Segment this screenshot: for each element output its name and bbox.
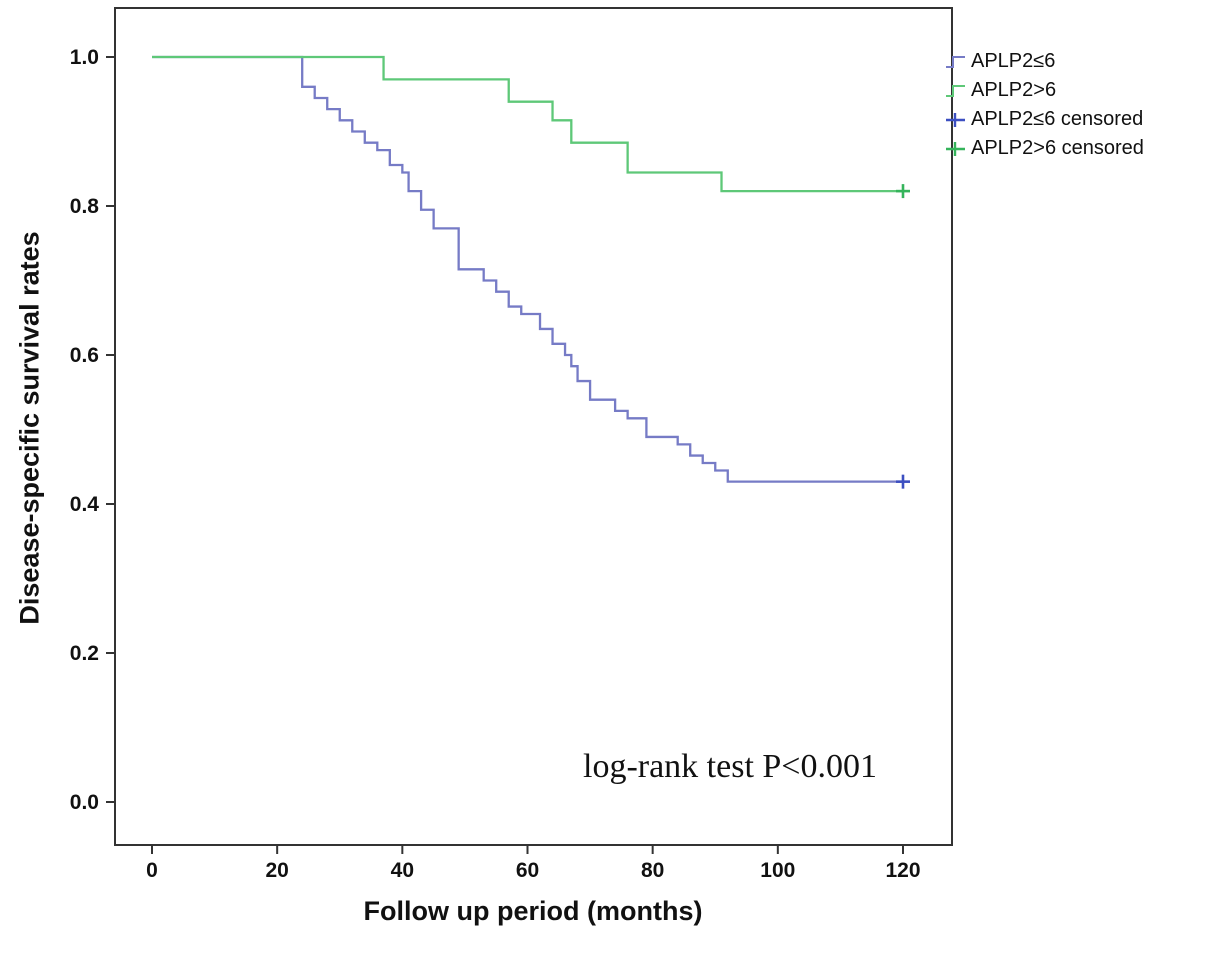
censored-plus-glyph [946, 112, 965, 127]
x-tick-label: 60 [516, 859, 539, 882]
step-line-glyph [946, 84, 965, 97]
x-tick-label: 40 [391, 859, 414, 882]
legend-item: APLP2≤6 censored [944, 105, 1144, 134]
plot-border [114, 7, 953, 846]
step-line-glyph [946, 55, 965, 68]
x-tick-label: 100 [760, 859, 795, 882]
x-tick-label: 80 [641, 859, 664, 882]
log-rank-annotation: log-rank test P<0.001 [583, 748, 877, 785]
y-tick-label: 0.2 [70, 642, 99, 665]
legend-item: APLP2≤6 [944, 47, 1144, 76]
y-axis-label: Disease-specific survival rates [14, 231, 45, 625]
survival-curve [152, 55, 903, 483]
survival-curve [152, 55, 903, 193]
legend: APLP2≤6 APLP2>6 APLP2≤6 censored APLP2>6… [944, 47, 1144, 163]
x-tick-label: 20 [265, 859, 288, 882]
legend-label: APLP2≤6 censored [971, 108, 1144, 130]
x-tick-label: 0 [146, 859, 158, 882]
legend-label: APLP2>6 censored [971, 137, 1144, 159]
y-tick-label: 0.0 [70, 791, 99, 814]
y-tick-label: 1.0 [70, 46, 99, 69]
legend-item: APLP2>6 censored [944, 134, 1144, 163]
y-tick-label: 0.6 [70, 344, 99, 367]
y-tick-label: 0.8 [70, 195, 100, 218]
y-tick-label: 0.4 [70, 493, 100, 516]
legend-label: APLP2≤6 [971, 50, 1056, 72]
x-tick-label: 120 [885, 859, 920, 882]
legend-label: APLP2>6 [971, 79, 1057, 101]
x-axis-label: Follow up period (months) [363, 896, 703, 926]
legend-item: APLP2>6 [944, 76, 1144, 105]
censored-plus-glyph [946, 141, 965, 156]
